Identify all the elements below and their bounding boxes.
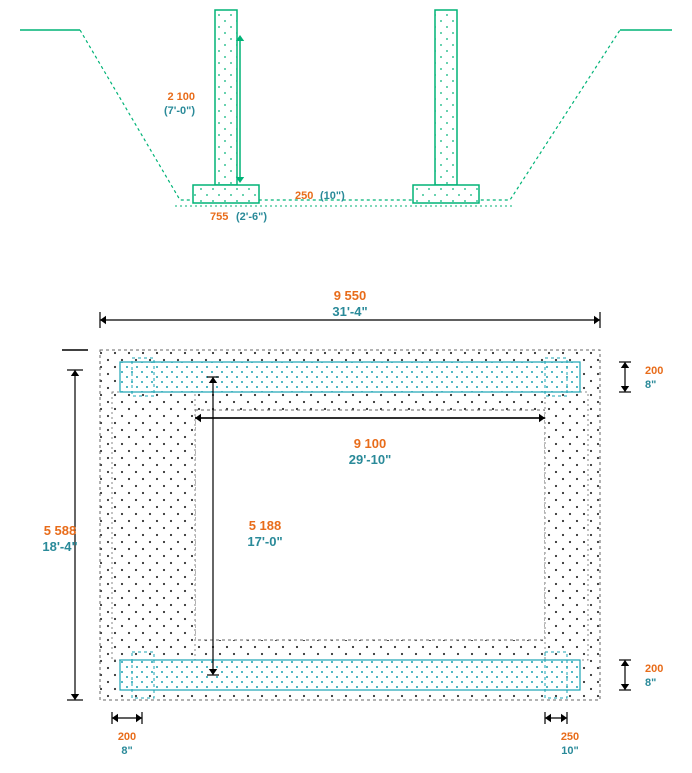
dim-col-w-ft: 10" xyxy=(561,745,578,757)
section-footing xyxy=(413,185,479,203)
dim-inner-h-ft: 17'-0" xyxy=(247,534,282,549)
dim-col-w-mm: 250 xyxy=(561,731,579,743)
dim-inner-h-mm: 5 188 xyxy=(249,518,282,533)
dim-overall-h-mm: 5 588 xyxy=(44,523,77,538)
dim-inner-w-mm: 9 100 xyxy=(354,436,387,451)
dim-overall-w-ft: 31'-4" xyxy=(332,304,367,319)
dim-band-top-ft: 8" xyxy=(645,379,656,391)
section-column xyxy=(215,10,237,185)
dim-footing-h-mm: 250 xyxy=(295,190,313,202)
plan-bottom-band xyxy=(120,660,580,690)
dim-band-bottom-ft: 8" xyxy=(645,677,656,689)
plan-top-band xyxy=(120,362,580,392)
dim-band-bottom-mm: 200 xyxy=(645,663,663,675)
dim-inner-w-ft: 29'-10" xyxy=(349,452,392,467)
dim-footing-w-mm: 755 xyxy=(210,211,228,223)
section-column xyxy=(435,10,457,185)
engineering-drawing: 2 100 (7'-0") 250 (10") 755 (2'-6") 9 55031'-4… xyxy=(0,0,692,773)
dim-wall-t-mm: 200 xyxy=(118,731,136,743)
dim-col-height-mm: 2 100 xyxy=(167,91,195,103)
dim-overall-h-ft: 18'-4" xyxy=(42,539,77,554)
dim-band-top-mm: 200 xyxy=(645,365,663,377)
dim-overall-w-mm: 9 550 xyxy=(334,288,367,303)
dim-wall-t-ft: 8" xyxy=(121,745,132,757)
plan-view: 9 55031'-4"5 58818'-4"9 10029'-10"5 1881… xyxy=(42,288,663,757)
dim-footing-h-ft: (10") xyxy=(320,190,345,202)
section-footing xyxy=(193,185,259,203)
dim-footing-w-ft: (2'-6") xyxy=(236,211,267,223)
dim-col-height-ft: (7'-0") xyxy=(164,105,195,117)
section-view: 2 100 (7'-0") 250 (10") 755 (2'-6") xyxy=(20,10,672,223)
